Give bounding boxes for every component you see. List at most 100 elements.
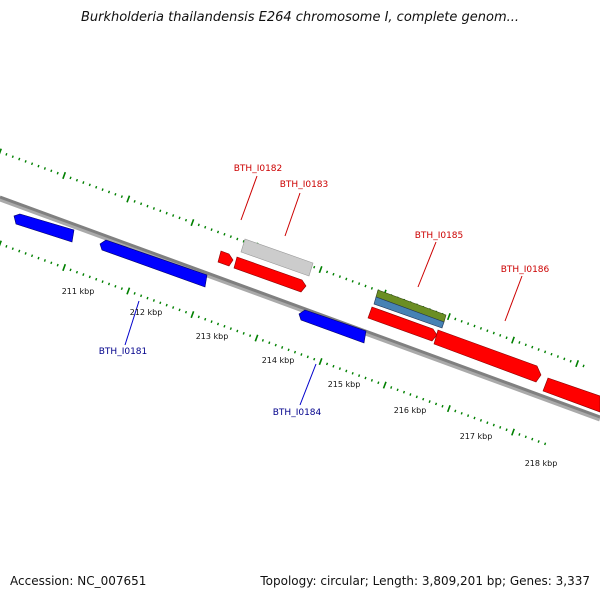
genome-summary-text: Topology: circular; Length: 3,809,201 bp…	[260, 574, 590, 588]
minor-tick	[210, 320, 213, 323]
minor-tick	[261, 339, 264, 342]
minor-tick	[165, 303, 168, 307]
minor-tick	[82, 181, 85, 184]
minor-tick	[242, 239, 245, 243]
minor-tick	[345, 277, 348, 281]
minor-tick	[18, 157, 21, 161]
gene-arrow[interactable]	[298, 309, 367, 344]
minor-tick	[313, 265, 316, 269]
minor-tick	[197, 223, 200, 227]
minor-tick	[152, 207, 155, 210]
gene-label-forward: BTH_I0186	[501, 265, 550, 275]
gene-callout-line	[284, 192, 301, 237]
minor-tick	[518, 341, 521, 344]
minor-tick	[537, 440, 540, 443]
minor-tick	[550, 352, 553, 356]
minor-tick	[24, 252, 27, 255]
minor-tick	[486, 421, 489, 425]
major-tick	[575, 360, 580, 368]
pseudo-gene[interactable]	[240, 238, 314, 277]
gene-arrow[interactable]	[217, 250, 234, 267]
gene-arrow[interactable]	[13, 213, 75, 243]
minor-tick	[300, 353, 303, 356]
minor-tick	[107, 282, 111, 286]
minor-tick	[146, 204, 149, 208]
minor-tick	[50, 261, 53, 265]
minor-tick	[537, 348, 540, 351]
backbone	[0, 195, 600, 419]
major-tick	[511, 428, 515, 436]
minor-tick	[152, 299, 155, 302]
gene-callout-line	[299, 363, 317, 406]
backbone-shadow	[0, 196, 600, 422]
minor-tick	[133, 291, 136, 295]
gene-arrow[interactable]	[233, 256, 307, 293]
minor-tick	[197, 315, 200, 319]
gene-arrow[interactable]	[99, 239, 208, 288]
gene-arrow[interactable]	[367, 306, 438, 342]
minor-tick	[236, 329, 239, 333]
gene-label-forward: BTH_I0183	[280, 180, 329, 190]
minor-tick	[140, 202, 143, 206]
minor-tick	[499, 334, 502, 337]
gene-callout-line	[124, 300, 140, 346]
minor-tick	[120, 287, 123, 291]
minor-tick	[114, 284, 117, 288]
gene-callout-line	[504, 275, 523, 322]
minor-tick	[428, 400, 431, 403]
minor-tick	[467, 322, 470, 326]
minor-tick	[358, 282, 361, 286]
minor-tick	[236, 237, 239, 241]
minor-tick	[531, 345, 534, 349]
minor-tick	[146, 296, 149, 300]
minor-tick	[30, 254, 34, 258]
minor-tick	[338, 367, 341, 370]
minor-tick	[473, 416, 476, 420]
minor-tick	[377, 381, 380, 385]
minor-tick	[281, 346, 284, 349]
gene-label-reverse: BTH_I0184	[273, 408, 322, 418]
minor-tick	[159, 209, 162, 213]
minor-tick	[415, 395, 418, 399]
minor-tick	[505, 428, 508, 432]
minor-tick	[172, 306, 175, 309]
minor-tick	[114, 192, 117, 196]
lower-tick-ring	[0, 240, 547, 446]
minor-tick	[518, 433, 521, 436]
minor-tick	[306, 355, 309, 359]
minor-tick	[556, 355, 559, 358]
minor-tick	[454, 409, 457, 413]
minor-tick	[505, 336, 508, 340]
major-tick	[446, 405, 451, 413]
minor-tick	[223, 232, 226, 236]
major-tick	[511, 336, 515, 344]
major-tick	[126, 195, 131, 203]
major-tick	[254, 334, 259, 342]
minor-tick	[499, 426, 502, 429]
minor-tick	[325, 362, 329, 366]
minor-tick	[184, 310, 188, 314]
minor-tick	[479, 418, 483, 422]
major-tick	[190, 219, 195, 227]
minor-tick	[332, 272, 335, 276]
minor-tick	[274, 343, 277, 347]
minor-tick	[11, 155, 14, 159]
gene-arrow[interactable]	[542, 377, 600, 413]
minor-tick	[409, 393, 412, 396]
minor-tick	[178, 308, 181, 312]
feature-bar[interactable]	[373, 296, 445, 329]
minor-tick	[582, 364, 585, 368]
minor-tick	[95, 277, 98, 281]
minor-tick	[441, 404, 444, 408]
minor-tick	[467, 414, 470, 418]
minor-tick	[460, 411, 463, 415]
major-tick	[318, 358, 323, 366]
minor-tick	[370, 378, 373, 382]
gene-arrow[interactable]	[433, 329, 542, 383]
minor-tick	[229, 327, 232, 331]
major-tick	[318, 266, 323, 274]
minor-tick	[249, 334, 252, 338]
minor-tick	[486, 329, 489, 333]
minor-tick	[351, 371, 354, 375]
